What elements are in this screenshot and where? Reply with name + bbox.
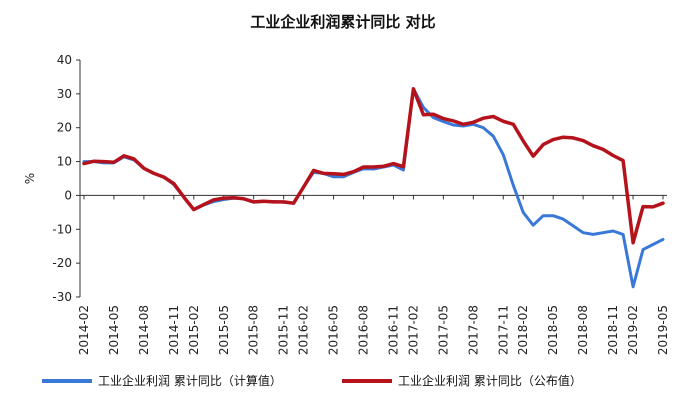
x-tick-label: 2017-02 <box>406 305 420 355</box>
y-axis-label: % <box>23 173 37 184</box>
y-tick-label: 10 <box>57 155 72 169</box>
x-tick-label: 2015-02 <box>187 305 201 355</box>
x-tick-label: 2016-05 <box>327 305 341 355</box>
x-tick-label: 2017-08 <box>466 305 480 355</box>
chart-title: 工业企业利润累计同比 对比 <box>250 13 435 31</box>
x-tick-label: 2015-11 <box>277 305 291 355</box>
legend-label: 工业企业利润 累计同比（计算值） <box>98 373 282 388</box>
legend: 工业企业利润 累计同比（计算值） 工业企业利润 累计同比（公布值） <box>42 373 582 388</box>
y-tick-label: -30 <box>52 290 72 304</box>
y-axis: 40 30 20 10 0 -10 -20 -30 <box>52 53 81 304</box>
x-axis: 2014-02 2014-05 2014-08 2014-11 2015-02 2015-… <box>77 194 670 355</box>
x-tick-label: 2016-11 <box>386 305 400 355</box>
series-line-calculated <box>82 87 665 289</box>
y-tick-label: 0 <box>64 188 72 202</box>
series-line-published <box>82 87 665 245</box>
x-tick-label: 2017-05 <box>436 305 450 355</box>
y-tick-label: -10 <box>52 222 72 236</box>
x-tick-label: 2014-05 <box>107 305 121 355</box>
x-tick-label: 2015-08 <box>247 305 261 355</box>
x-tick-label: 2016-08 <box>357 305 371 355</box>
x-tick-label: 2014-02 <box>77 305 91 355</box>
x-tick-label: 2015-05 <box>217 305 231 355</box>
x-tick-label: 2018-05 <box>546 305 560 355</box>
x-tick-label: 2014-08 <box>137 305 151 355</box>
legend-label: 工业企业利润 累计同比（公布值） <box>398 373 582 388</box>
y-tick-label: 30 <box>57 87 72 101</box>
y-tick-label: 20 <box>57 121 72 135</box>
x-tick-label: 2018-02 <box>516 305 530 355</box>
x-tick-label: 2016-02 <box>297 305 311 355</box>
x-tick-label: 2014-11 <box>167 305 181 355</box>
x-tick-label: 2017-11 <box>496 305 510 355</box>
x-tick-label: 2019-02 <box>626 305 640 355</box>
y-tick-label: 40 <box>57 53 72 67</box>
y-tick-label: -20 <box>52 256 72 270</box>
series-layer <box>82 87 665 289</box>
x-tick-label: 2019-05 <box>656 305 670 355</box>
x-tick-label: 2018-08 <box>576 305 590 355</box>
x-tick-label: 2018-11 <box>606 305 620 355</box>
